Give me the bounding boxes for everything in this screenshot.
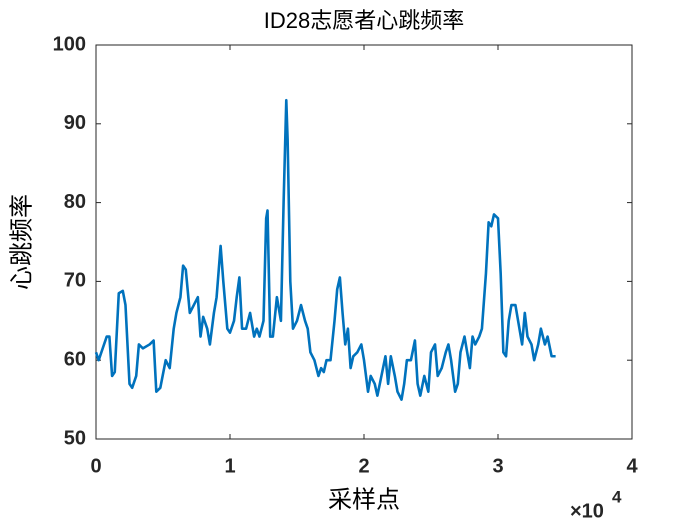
x-tick-label: 0: [90, 455, 101, 477]
x-axis-label: 采样点: [328, 487, 400, 514]
y-tick-label: 70: [64, 270, 86, 292]
x-tick-label: 4: [626, 455, 638, 477]
y-tick-label: 50: [64, 427, 86, 449]
plot-frame: [95, 44, 633, 440]
y-tick-label: 80: [64, 191, 86, 213]
y-tick-label: 100: [53, 33, 86, 55]
y-tick-label: 90: [64, 112, 86, 134]
x-tick-label: 1: [224, 455, 235, 477]
line-series: [94, 98, 556, 401]
x-tick-label: 2: [358, 455, 369, 477]
chart-title: ID28志愿者心跳频率: [264, 8, 464, 33]
y-tick-label: 60: [64, 348, 86, 370]
y-axis-label: 心跳频率: [9, 194, 36, 290]
x-exponent-power: 4: [612, 487, 622, 506]
x-tick-label: 3: [492, 455, 503, 477]
x-exponent-base: ×10: [570, 500, 604, 522]
